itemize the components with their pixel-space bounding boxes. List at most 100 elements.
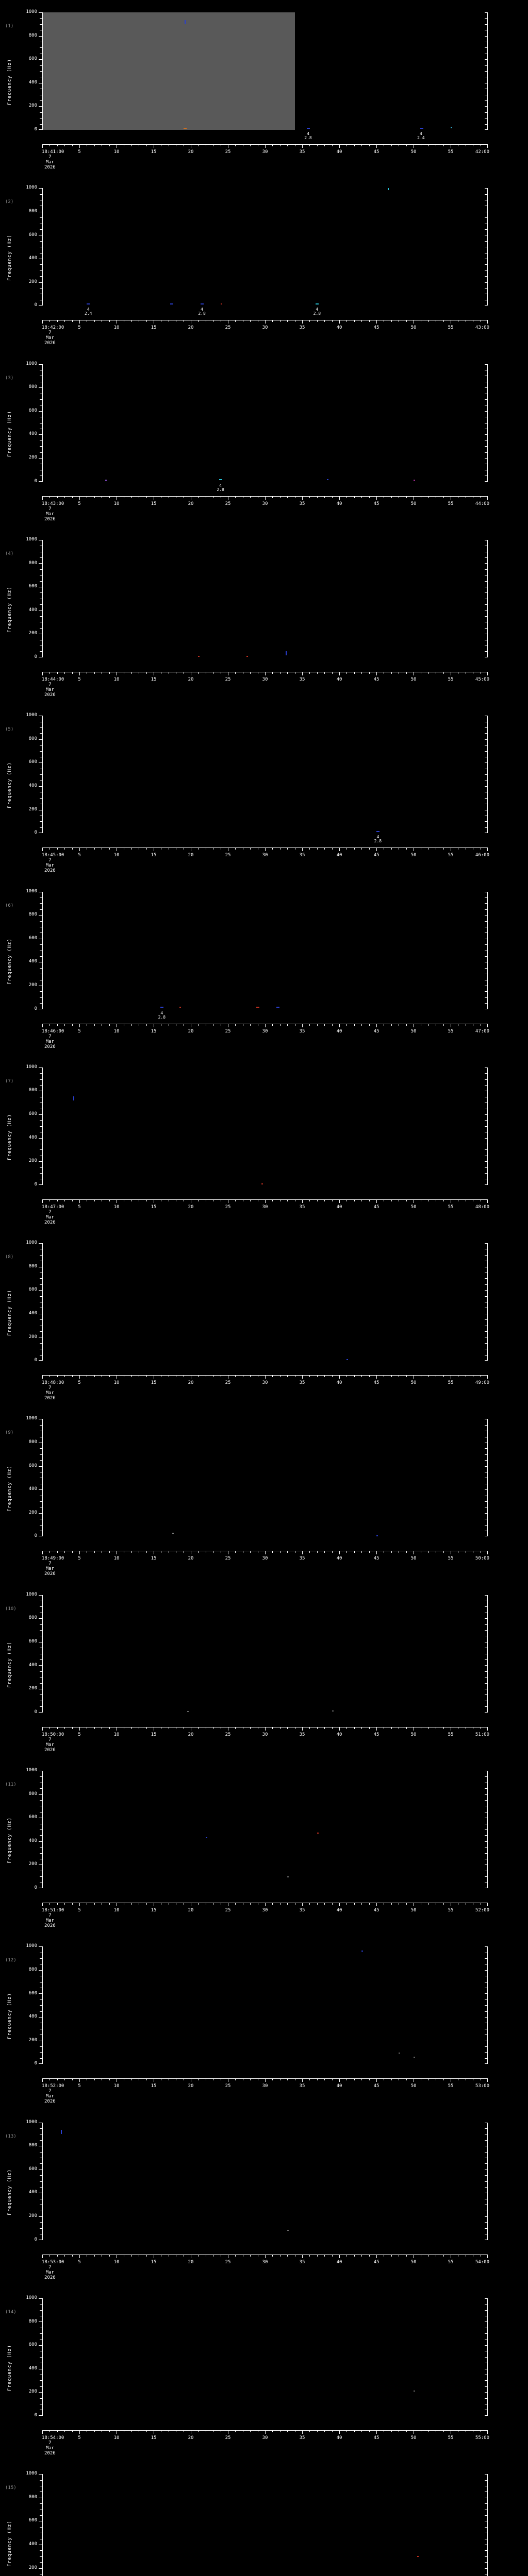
y-axis-tick-right: [485, 1706, 487, 1707]
x-axis-tick: [376, 1199, 377, 1203]
x-axis-tick-label: 50: [410, 149, 417, 155]
x-axis-tick: [317, 144, 318, 146]
spectrogram-plot-area[interactable]: [42, 891, 488, 1009]
x-axis-tick: [109, 144, 110, 146]
y-axis-tick: [40, 2187, 42, 2188]
y-axis-right: [485, 2298, 488, 2416]
x-axis-tick: [265, 144, 266, 148]
x-axis-date-label: 7 Mar 2026: [44, 155, 56, 170]
x-axis-tick: [272, 1023, 273, 1026]
y-axis-tick: [39, 2392, 42, 2393]
y-axis-tick: [40, 65, 42, 66]
x-axis-tick: [428, 1551, 429, 1553]
y-axis-title: Frequency (Hz): [7, 1290, 12, 1336]
y-axis-tick-right: [485, 1084, 487, 1086]
y-axis-tick-label: 800: [28, 1615, 37, 1621]
y-axis-tick-label: 400: [28, 1310, 37, 1316]
y-axis-tick-right: [485, 1319, 487, 1320]
x-axis-tick-label: 55: [448, 1908, 454, 1913]
x-axis-tick: [324, 2078, 325, 2081]
x-axis-tick: [64, 2078, 65, 2081]
spectrogram-plot-area[interactable]: [42, 1946, 488, 2064]
x-axis-date-label: 7 Mar 2026: [44, 858, 56, 874]
x-axis: [42, 496, 488, 500]
x-axis-tick: [94, 2078, 95, 2081]
y-axis-right: [485, 364, 488, 482]
y-axis-tick-label: 1000: [26, 713, 37, 718]
x-axis-start-label: 18:53:00: [42, 2259, 64, 2265]
y-axis-tick-right: [485, 1501, 487, 1502]
x-axis-tick: [406, 1023, 407, 1026]
spectrogram-plot-area[interactable]: [42, 716, 488, 834]
x-axis-tick: [72, 848, 73, 850]
x-axis-tick-label: 10: [113, 1204, 120, 1210]
x-axis-tick: [339, 144, 340, 148]
y-axis-title: Frequency (Hz): [7, 1113, 12, 1160]
panel-number: (4): [5, 551, 14, 556]
spectrogram-plot-area[interactable]: [42, 1771, 488, 1888]
x-axis-tick-label: 10: [113, 1028, 120, 1034]
panel-number: (15): [5, 2485, 16, 2491]
x-axis-tick: [487, 1903, 488, 1906]
y-axis-tick: [40, 774, 42, 775]
x-axis-tick-label: 35: [299, 2083, 305, 2089]
spectrogram-plot-area[interactable]: [42, 364, 488, 482]
y-axis-tick-right: [485, 2063, 487, 2064]
spectrogram-plot-area[interactable]: [42, 2122, 488, 2240]
x-axis-tick: [369, 2430, 370, 2432]
spectrogram-plot-area[interactable]: [42, 12, 488, 130]
x-axis-tick-label: 50: [410, 1556, 417, 1562]
x-axis-tick: [317, 2430, 318, 2432]
y-axis-right: [485, 2474, 488, 2576]
y-axis-tick: [40, 2140, 42, 2141]
spectrogram-plot-area[interactable]: [42, 1243, 488, 1361]
y-axis-tick-right: [485, 604, 487, 605]
x-axis-tick: [198, 1199, 199, 1201]
spectrogram-plot-area[interactable]: [42, 1595, 488, 1713]
spectrogram-plot-area[interactable]: [42, 1067, 488, 1185]
y-axis-tick: [40, 1835, 42, 1836]
y-axis: [39, 364, 43, 482]
x-axis-tick: [287, 320, 288, 323]
y-axis-tick-right: [485, 1970, 487, 1971]
x-axis-tick: [302, 671, 303, 675]
y-axis-tick-right: [485, 2228, 487, 2229]
y-axis-right: [485, 891, 488, 1009]
y-axis-tick: [39, 762, 42, 764]
spectrogram-plot-area[interactable]: [42, 539, 488, 657]
spectrogram-plot-area[interactable]: [42, 188, 488, 306]
y-axis-tick-label: 200: [28, 2389, 37, 2395]
spectrogram-plot-area[interactable]: [42, 2474, 488, 2576]
x-axis-tick: [57, 496, 58, 498]
x-axis-tick: [339, 2254, 340, 2258]
y-axis-tick: [39, 2345, 42, 2346]
x-axis-tick-label: 45: [373, 501, 380, 506]
x-axis-end-label: 50:00: [475, 1556, 489, 1562]
y-axis-tick-right: [485, 1853, 487, 1854]
x-axis-tick: [346, 2430, 348, 2432]
x-axis-tick: [309, 2430, 310, 2432]
x-axis: [42, 1375, 488, 1379]
y-axis-tick-label: 800: [28, 736, 37, 741]
x-axis-tick: [235, 320, 236, 323]
y-axis-tick-right: [485, 2345, 487, 2346]
x-axis-tick: [428, 2430, 429, 2432]
y-axis-tick: [40, 24, 42, 25]
y-axis-tick: [40, 651, 42, 652]
y-axis-tick-label: 200: [28, 806, 37, 812]
x-axis-tick: [339, 671, 340, 675]
x-axis-tick: [94, 671, 95, 674]
x-axis-tick: [354, 1903, 355, 1905]
x-axis-tick: [354, 496, 355, 498]
y-axis-tick-right: [485, 2515, 487, 2516]
x-axis-tick: [339, 1551, 340, 1555]
y-axis-tick-right: [485, 897, 487, 898]
y-axis-tick-label: 800: [28, 1263, 37, 1269]
spectrogram-plot-area[interactable]: [42, 1419, 488, 1537]
x-axis-tick: [361, 671, 362, 674]
y-axis-tick-label: 200: [28, 1334, 37, 1340]
y-axis-tick: [40, 71, 42, 72]
spectrogram-plot-area[interactable]: [42, 2298, 488, 2416]
x-axis-tick: [198, 1023, 199, 1026]
event-marker: [179, 1006, 182, 1008]
